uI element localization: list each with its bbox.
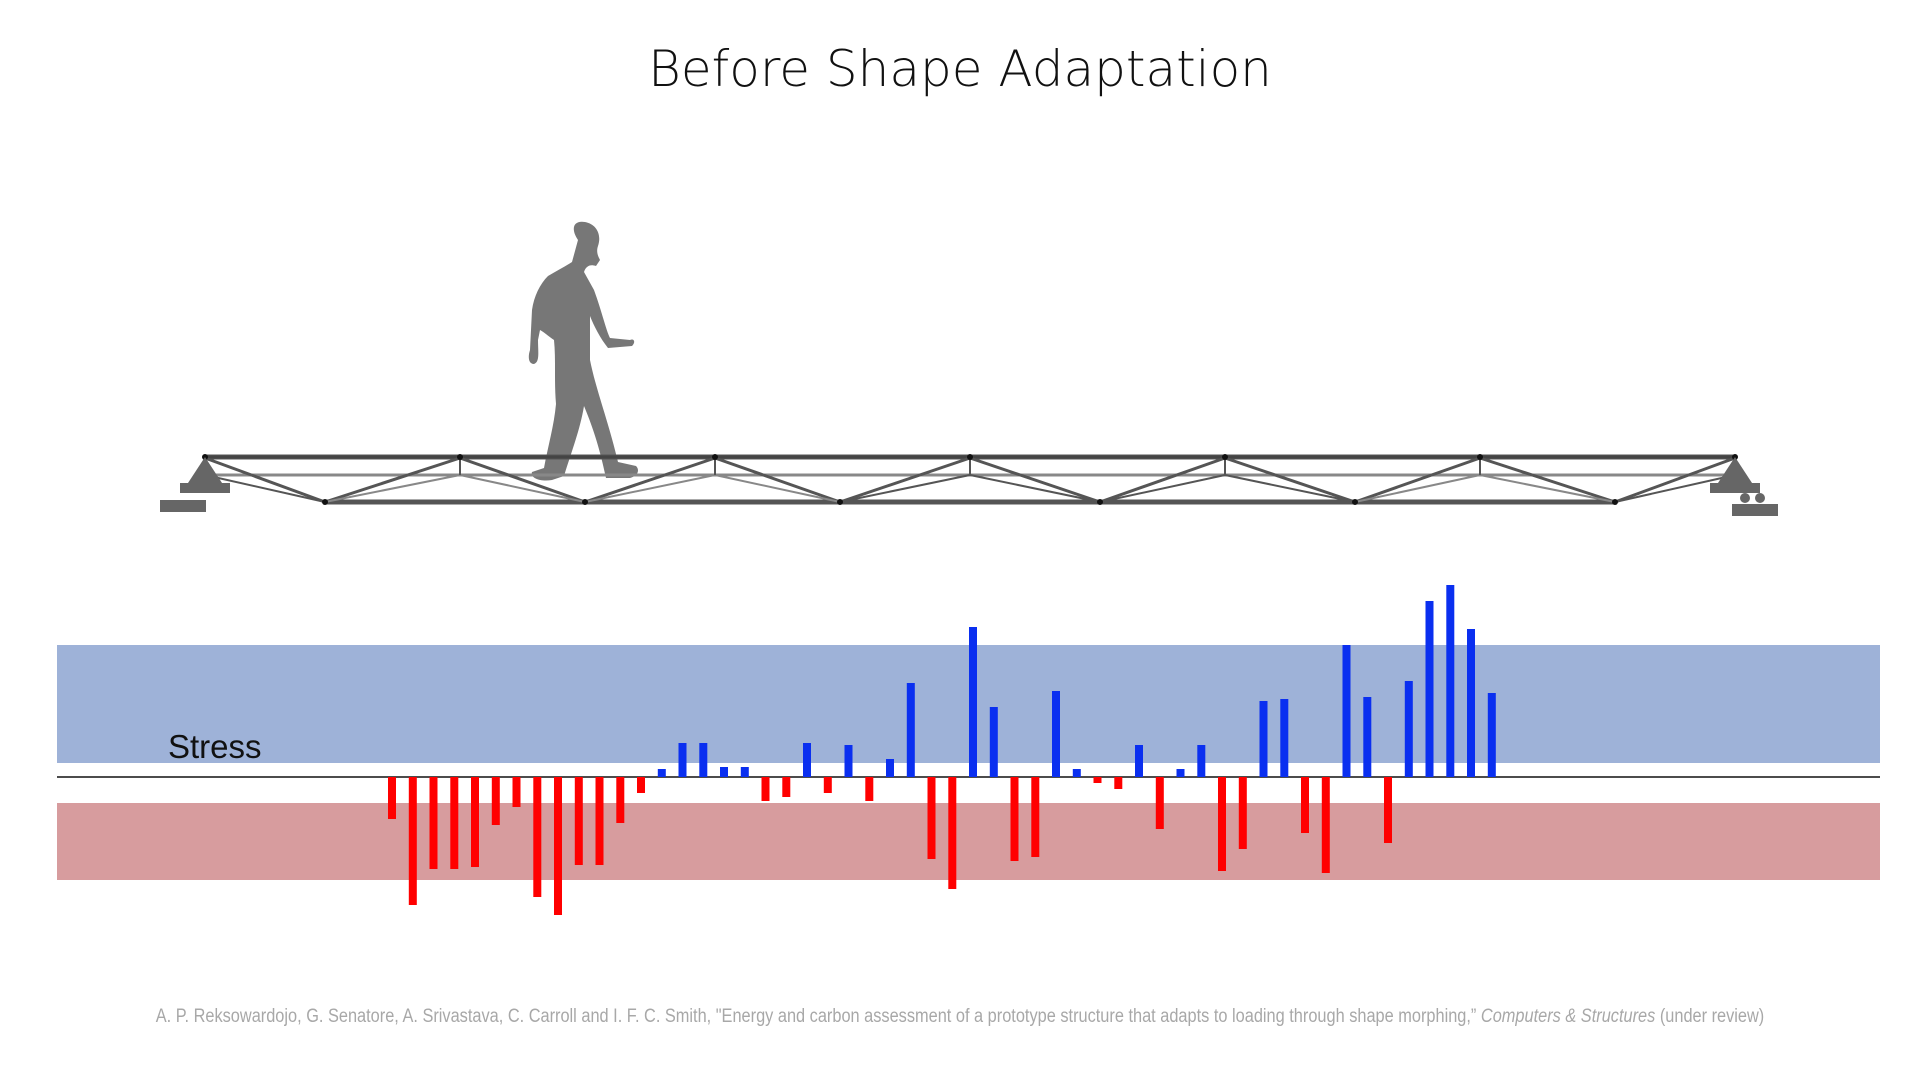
stress-bar (450, 777, 459, 869)
stress-bar (637, 777, 645, 793)
stress-bar (865, 777, 874, 801)
stress-bar (969, 627, 977, 777)
roller-support-icon (1710, 457, 1778, 516)
stress-bar (1384, 777, 1392, 843)
citation: A. P. Reksowardojo, G. Senatore, A. Sriv… (134, 1006, 1785, 1028)
stress-bar (1093, 777, 1102, 783)
stress-bar (1321, 777, 1330, 873)
stress-bar (1467, 629, 1475, 777)
stress-bar (1114, 777, 1123, 789)
truss-structure (204, 454, 1736, 505)
pin-support-icon (160, 457, 230, 512)
stress-bar (1072, 769, 1081, 777)
stress-bar (1425, 601, 1434, 777)
truss-nodes (202, 454, 1738, 505)
stress-bar (782, 777, 791, 797)
citation-status: (under review) (1655, 1006, 1765, 1027)
stress-bar (471, 777, 479, 867)
stress-bar (1031, 777, 1040, 857)
stress-bar (699, 743, 708, 777)
walking-person-icon (528, 221, 638, 481)
stress-bar (1176, 769, 1185, 777)
stress-bar (906, 683, 915, 777)
stress-bar (720, 767, 728, 777)
stress-bar (948, 777, 957, 889)
stress-bar (1155, 777, 1164, 829)
slide-title: Before Shape Adaptation (648, 40, 1272, 98)
stress-bar (574, 777, 583, 865)
stress-bar (1010, 777, 1019, 861)
stress-bar (844, 745, 853, 777)
stress-bar (927, 777, 936, 859)
stress-bar (1052, 691, 1060, 777)
stress-bar (554, 777, 562, 915)
citation-journal: Computers & Structures (1480, 1006, 1656, 1027)
stress-bar (1342, 645, 1351, 777)
stress-bar (1259, 701, 1268, 777)
stress-bar (408, 777, 417, 905)
stress-bar (1218, 777, 1226, 871)
stress-bar (388, 777, 396, 819)
stress-bar (886, 759, 894, 777)
stress-bar (491, 777, 500, 825)
stress-bar (740, 767, 749, 777)
stress-bars (388, 585, 1496, 915)
stress-bar (761, 777, 770, 801)
stress-chart (57, 585, 1880, 915)
stress-bar (533, 777, 542, 897)
stress-bar (1446, 585, 1455, 777)
tension-band (57, 645, 1880, 763)
compression-band (57, 803, 1880, 880)
stress-bar (823, 777, 832, 793)
truss-bridge-diagram (160, 221, 1778, 516)
stress-bar (989, 707, 998, 777)
stress-bar (1487, 693, 1496, 777)
stress-label: Stress (168, 728, 262, 765)
stress-bar (1135, 745, 1143, 777)
stress-bar (678, 743, 687, 777)
stress-bar (595, 777, 604, 865)
stress-bar (1197, 745, 1206, 777)
stress-bar (429, 777, 438, 869)
citation-authors: A. P. Reksowardojo, G. Senatore, A. Sriv… (155, 1006, 1481, 1027)
stress-bar (1404, 681, 1413, 777)
stress-bar (1238, 777, 1247, 849)
stress-bar (657, 769, 666, 777)
stress-bar (1280, 699, 1289, 777)
stress-bar (512, 777, 521, 807)
stress-bar (1363, 697, 1372, 777)
stress-bar (1301, 777, 1309, 833)
stress-bar (616, 777, 625, 823)
stress-bar (803, 743, 811, 777)
